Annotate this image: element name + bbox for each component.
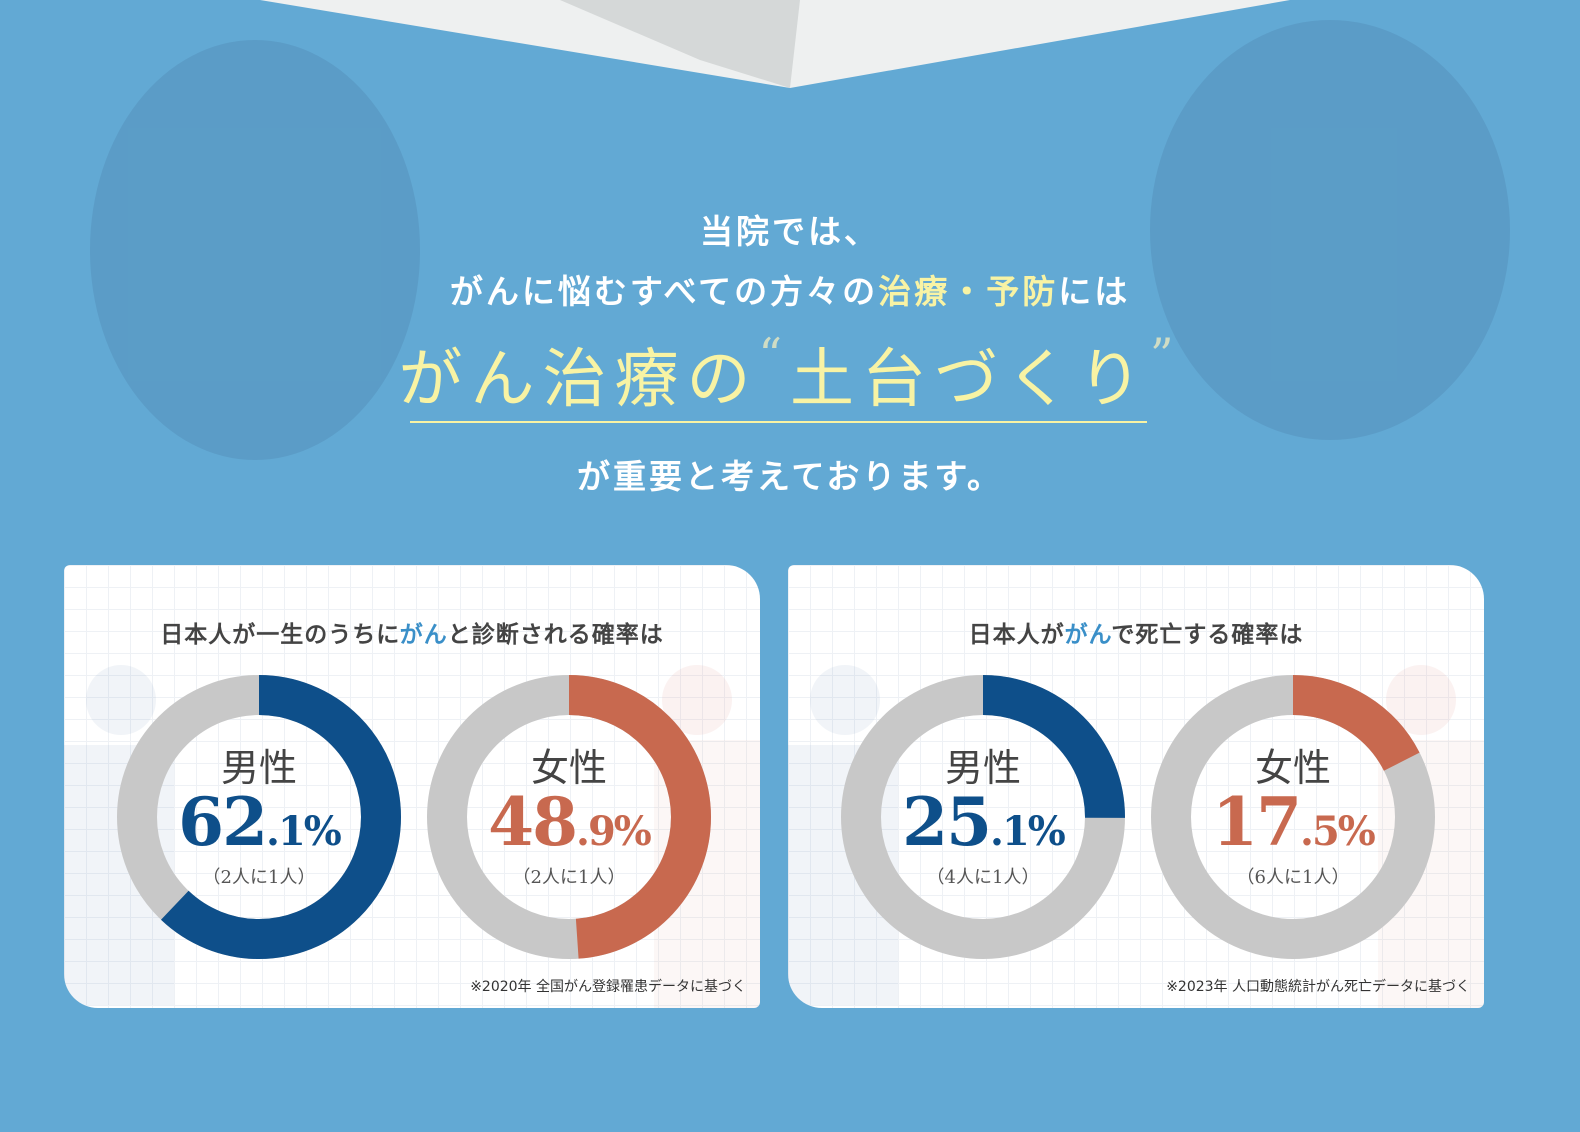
card-title: 日本人が一生のうちにがんと診断される確率は [64,615,760,649]
value-decimal: .1 [266,808,306,855]
value-int: 17 [1212,783,1302,861]
percentage-value: 17.5% [1151,783,1435,861]
ratio-label: （6人に1人） [1236,867,1350,888]
highlight-text: 土台づくり [790,343,1150,417]
value-decimal: .5 [1300,808,1340,855]
donut-value-arc [841,675,1125,959]
donut-svg [117,675,401,959]
open-quote: “ [758,328,790,382]
card-title: 日本人ががんで死亡する確率は [788,615,1484,649]
sex-label: 男性 [220,746,297,790]
donut-chart-male: 男性 25.1% （4人に1人） [841,675,1125,959]
headline-line2: がんに悩むすべての方々の治療・予防には [0,265,1580,313]
text: と診断される確率は [447,622,664,648]
source-note: ※2020年 全国がん登録罹患データに基づく [470,979,746,995]
value-decimal: .1 [990,808,1030,855]
donut-svg [1151,675,1435,959]
source-note: ※2023年 人口動態統計がん死亡データに基づく [1166,979,1470,995]
value-decimal: .9 [576,808,616,855]
person-silhouette-icon [810,665,880,735]
headline-underline [410,421,1147,423]
close-quote: ” [1150,328,1182,382]
percentage-value: 25.1% [841,783,1125,861]
donut-value-arc [117,675,401,959]
person-silhouette-icon [86,665,156,735]
percentage-value: 48.9% [427,783,711,861]
value-int: 48 [488,783,578,861]
value-unit: % [1027,808,1066,855]
text: がん治療の [398,343,759,417]
donut-chart-female: 女性 48.9% （2人に1人） [427,675,711,959]
background-person-right [1150,20,1510,440]
value-unit: % [613,808,652,855]
ratio-label: （2人に1人） [512,867,626,888]
text: で死亡する確率は [1111,622,1304,648]
text: 日本人が一生のうちに [160,622,400,648]
stat-card-1: 日本人が一生のうちにがんと診断される確率は ※2020年 全国がん登録罹患データ… [64,565,760,1008]
highlight-text: 治療・予防 [878,272,1059,311]
donut-svg [841,675,1125,959]
donut-chart-female: 女性 17.5% （6人に1人） [1151,675,1435,959]
percentage-value: 62.1% [117,783,401,861]
text: がんに悩むすべての方々の [449,272,879,311]
value-int: 25 [902,783,992,861]
highlight-text: がん [399,622,448,648]
sex-label: 女性 [530,746,607,790]
sex-label: 女性 [1254,746,1331,790]
headline-main: がん治療の“土台づくり” [0,328,1580,420]
donut-value-arc [427,675,711,959]
background-person-left [90,40,420,460]
ratio-label: （4人に1人） [926,867,1040,888]
donut-chart-male: 男性 62.1% （2人に1人） [117,675,401,959]
donut-value-arc [1151,675,1435,959]
sex-label: 男性 [944,746,1021,790]
donut-svg [427,675,711,959]
value-unit: % [1337,808,1376,855]
headline-line1: 当院では、 [700,212,880,251]
highlight-text: がん [1064,622,1112,648]
ratio-label: （2人に1人） [202,867,316,888]
text: には [1058,272,1131,311]
value-int: 62 [178,783,268,861]
headline-line4: が重要と考えております。 [576,457,1004,496]
stat-card-2: 日本人ががんで死亡する確率は ※2023年 人口動態統計がん死亡データに基づく … [788,565,1484,1008]
value-unit: % [303,808,342,855]
header-photo [260,0,1290,88]
text: 日本人が [968,622,1065,648]
